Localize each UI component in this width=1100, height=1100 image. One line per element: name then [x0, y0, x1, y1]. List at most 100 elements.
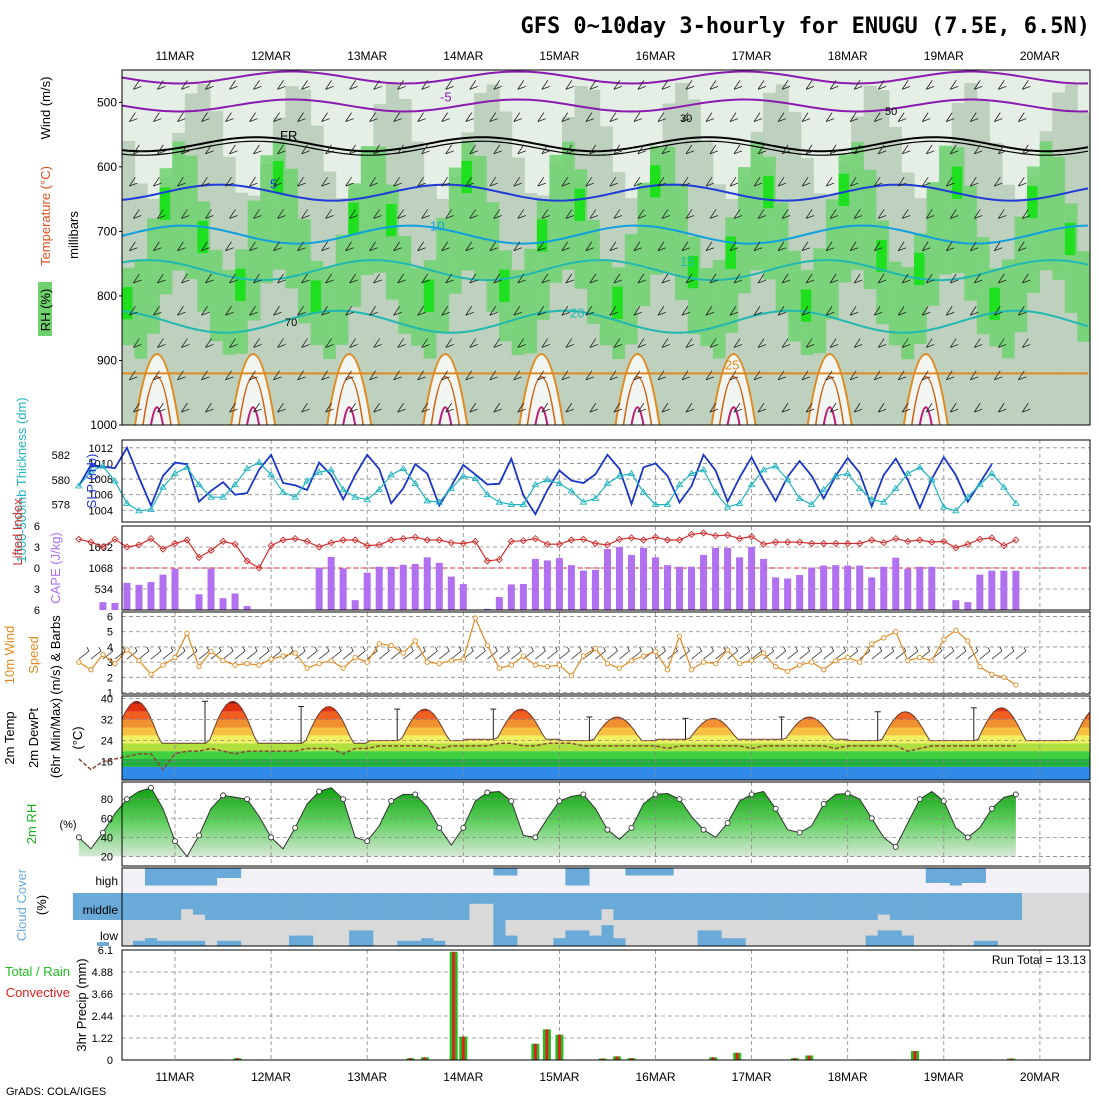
thickness-point	[87, 467, 95, 474]
rh-point	[484, 789, 491, 796]
wind-barb	[318, 646, 330, 660]
wind-speed-point	[736, 660, 743, 667]
rh-region	[813, 248, 827, 354]
isotherm-25-dome	[614, 353, 661, 426]
isotherm-35-dome	[438, 406, 453, 426]
lifted-index-point	[747, 532, 756, 541]
lifted-index-point	[135, 541, 143, 549]
wind-barb	[949, 144, 959, 155]
lifted-index-point	[231, 540, 239, 548]
wind-speed-point	[76, 659, 82, 665]
thickness-point	[267, 470, 275, 478]
wind-barb	[823, 646, 835, 660]
wind-speed-point	[508, 662, 514, 668]
wind-barb	[277, 209, 286, 219]
cape-bar	[976, 574, 984, 610]
lifted-index-point	[952, 544, 960, 552]
wind-barb	[753, 241, 763, 252]
thickness-point	[435, 498, 444, 505]
rh-region	[222, 270, 236, 355]
cape-bar	[531, 558, 539, 610]
wind-barb	[969, 370, 979, 381]
wind-speed-point	[316, 660, 322, 667]
rh-region	[1064, 222, 1076, 256]
wind-barb	[613, 402, 622, 413]
rh-region	[247, 200, 261, 321]
rh-region	[536, 219, 548, 252]
temperature-tick: 16	[101, 757, 113, 769]
wind-barb	[945, 176, 955, 187]
wind-barb	[249, 176, 258, 187]
wind-barb	[609, 306, 618, 316]
rh-point	[892, 843, 899, 850]
wind-barb	[561, 112, 570, 123]
wind-barb	[273, 306, 282, 316]
wind-barb	[595, 646, 606, 660]
wind-barb	[681, 241, 691, 252]
lifted-index-point	[904, 537, 912, 546]
wind-barb	[441, 306, 450, 316]
rh-region	[486, 202, 500, 312]
precip-convective-bar	[615, 1056, 619, 1060]
wind-barb	[973, 402, 983, 413]
date-label: 13MAR	[347, 1070, 387, 1084]
rh-region	[260, 155, 274, 284]
wind-barb	[955, 646, 967, 660]
rh-region	[775, 202, 789, 313]
thickness-point	[159, 483, 167, 490]
isotherm-10	[121, 224, 1089, 245]
wind-barb	[805, 338, 815, 348]
wind-barb	[402, 646, 414, 660]
wind-barb	[781, 338, 791, 348]
temperature-band	[122, 727, 1090, 736]
rh-region	[210, 249, 224, 342]
wind-barb	[703, 646, 715, 660]
temperature-tick: 32	[101, 715, 113, 727]
cape-bar	[171, 568, 179, 610]
thickness-point	[483, 490, 492, 498]
cloud-bar	[193, 940, 206, 946]
wind-barb	[325, 402, 334, 413]
date-label: 11MAR	[155, 49, 194, 63]
cross-section-panel: -5 FR 5 10 15 20 25 500 600 700 800 900 1000 millibar…	[38, 69, 1091, 432]
thickness-point	[123, 499, 131, 506]
cape-bar	[219, 598, 227, 610]
isotherm-35-dome	[630, 406, 645, 426]
thickness-point	[807, 500, 816, 508]
wind-barb	[517, 338, 526, 348]
cloud-bar	[709, 893, 722, 920]
wind-barb	[853, 338, 863, 348]
cape-bar	[555, 558, 563, 610]
wind-barb	[661, 209, 671, 219]
wind-barb	[547, 646, 558, 660]
cloud-bar	[577, 868, 590, 886]
temp-dewpt-panel: 16 24 32 40 2m Temp 2m DewPt (6hr Min/Max) (°C)	[2, 694, 1091, 781]
cloud-bar	[565, 893, 578, 920]
rh-contour-label: 50	[885, 106, 897, 118]
lifted-index-point	[868, 536, 876, 544]
cloud-bar	[96, 942, 110, 946]
wind-axis-label-3: (m/s) & Barbs	[48, 615, 63, 695]
wind-barb	[801, 306, 811, 316]
wind-barb	[583, 646, 594, 660]
rh-region	[976, 237, 990, 335]
date-label: 15MAR	[539, 49, 579, 63]
rh-point	[244, 796, 251, 803]
wind-barb	[513, 370, 522, 381]
cloud-bar	[625, 868, 638, 876]
rh-region	[159, 187, 171, 220]
cape-bar	[952, 600, 960, 610]
wind-barb	[441, 112, 450, 123]
cloud-bar	[421, 893, 434, 920]
wind-barb	[513, 306, 522, 316]
wind-barb	[133, 80, 142, 90]
wind-barb	[282, 646, 294, 660]
wind-barb	[369, 306, 378, 316]
cloud-bar	[337, 893, 350, 920]
wind-barb	[757, 338, 767, 348]
cape-axis-label: CAPE (J/kg)	[48, 532, 63, 604]
wind-barb	[633, 306, 643, 316]
wind-barb	[805, 80, 815, 90]
